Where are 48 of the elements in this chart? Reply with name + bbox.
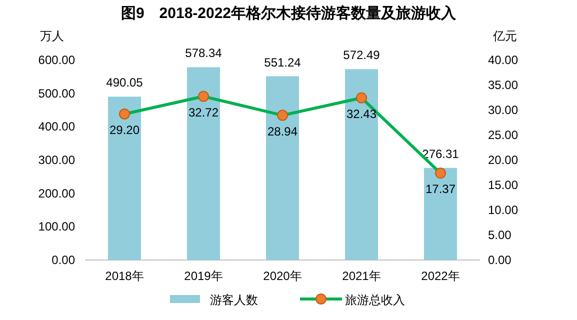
legend-旅游总收入: 旅游总收入 [300, 293, 405, 307]
data-label: 32.72 [188, 105, 219, 120]
data-label: 29.20 [109, 123, 140, 137]
point [356, 92, 367, 104]
y2-axis-title: 亿元 [492, 29, 517, 43]
y2-tick-label: 5.00 [488, 228, 512, 242]
y2-tick-label: 20.00 [488, 153, 518, 167]
legend-游客人数: 游客人数 [170, 293, 258, 307]
y-axis-title: 万人 [40, 29, 64, 43]
data-label: 551.24 [264, 55, 302, 70]
y-tick-label: 0.00 [52, 253, 76, 267]
x-tick-label: 2022年 [421, 269, 460, 283]
y-tick-label: 100.00 [38, 220, 76, 234]
y2-tick-label: 0.00 [488, 253, 512, 267]
y2-tick-label: 15.00 [488, 178, 518, 192]
y2-tick-label: 10.00 [488, 203, 518, 217]
x-tick-label: 2019年 [184, 269, 223, 283]
y-tick-label: 600.00 [38, 53, 76, 67]
y-tick-label: 500.00 [38, 86, 76, 100]
data-label: 578.34 [185, 46, 222, 60]
data-label: 490.05 [106, 76, 144, 90]
y2-tick-label: 30.00 [488, 103, 518, 117]
data-label: 276.31 [422, 146, 460, 161]
data-label: 17.37 [425, 182, 456, 196]
point [198, 90, 209, 102]
bar [424, 168, 457, 260]
x-tick-label: 2018年 [105, 269, 144, 283]
point [435, 168, 446, 179]
y-tick-label: 400.00 [38, 120, 76, 134]
y2-tick-label: 40.00 [488, 53, 518, 67]
data-label: 28.94 [267, 124, 298, 138]
bar [108, 96, 141, 260]
y2-tick-label: 35.00 [488, 78, 518, 92]
legend-label: 游客人数 [210, 293, 258, 307]
bar [266, 76, 299, 260]
point [277, 110, 288, 121]
legend-label: 旅游总收入 [345, 293, 405, 307]
bar [345, 69, 378, 260]
y2-tick-label: 25.00 [488, 128, 518, 142]
bar [187, 67, 220, 260]
y-tick-label: 200.00 [38, 186, 76, 200]
data-label: 572.49 [343, 48, 380, 62]
data-label: 32.43 [346, 106, 377, 121]
x-tick-label: 2020年 [263, 269, 302, 283]
point [119, 108, 130, 120]
x-tick-label: 2021年 [342, 269, 381, 283]
y-tick-label: 300.00 [38, 153, 76, 167]
chart-title: 图9 2018-2022年格尔木接待游客数量及旅游收入 [120, 4, 458, 22]
